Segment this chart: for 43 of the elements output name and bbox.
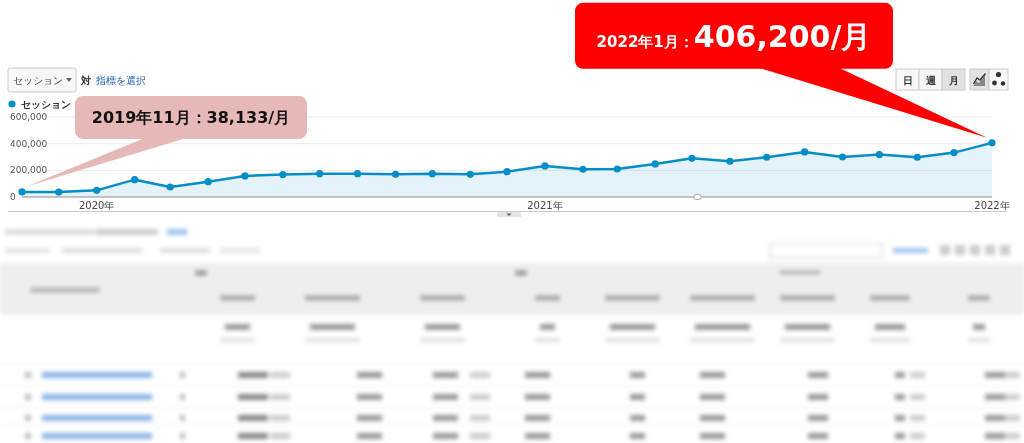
x-tick-label: 2022年 [974,200,1010,211]
x-tick-label: 2020年 [78,200,115,211]
point [428,170,436,178]
text: 週 [924,74,937,86]
point [988,139,996,147]
point [726,157,734,165]
text: 日 [902,74,913,86]
point [503,168,511,176]
point [204,178,212,186]
point [166,183,174,191]
text: 対 [80,75,91,86]
legend-label: セッション [21,99,71,110]
text: セッション [13,75,63,86]
point [353,170,362,178]
point [241,172,249,180]
point [913,153,921,161]
point [875,151,883,159]
annotation: 2022年1月：406,200/月 [596,18,872,54]
point [651,160,659,168]
y-tick-label: 600,000 [10,112,48,123]
point [316,170,324,178]
point [391,170,400,178]
point [93,186,101,194]
y-tick-label: 200,000 [10,165,48,176]
point [801,148,809,156]
text: 指標を選択 [95,75,146,86]
point [466,170,474,178]
point [55,188,63,196]
x-tick-label: 2021年 [527,200,563,211]
text: 月 [947,74,959,86]
point [279,171,287,179]
point [18,188,26,196]
y-tick-label: 400,000 [10,138,48,149]
point [950,149,958,157]
y-tick-label: 0 [10,192,16,203]
point [688,154,696,162]
annotation: 2019年11月：38,133/月 [91,108,291,128]
point [838,153,847,161]
point [131,176,139,184]
point [763,153,771,161]
point [541,162,549,170]
point [613,165,621,173]
point [579,165,587,173]
